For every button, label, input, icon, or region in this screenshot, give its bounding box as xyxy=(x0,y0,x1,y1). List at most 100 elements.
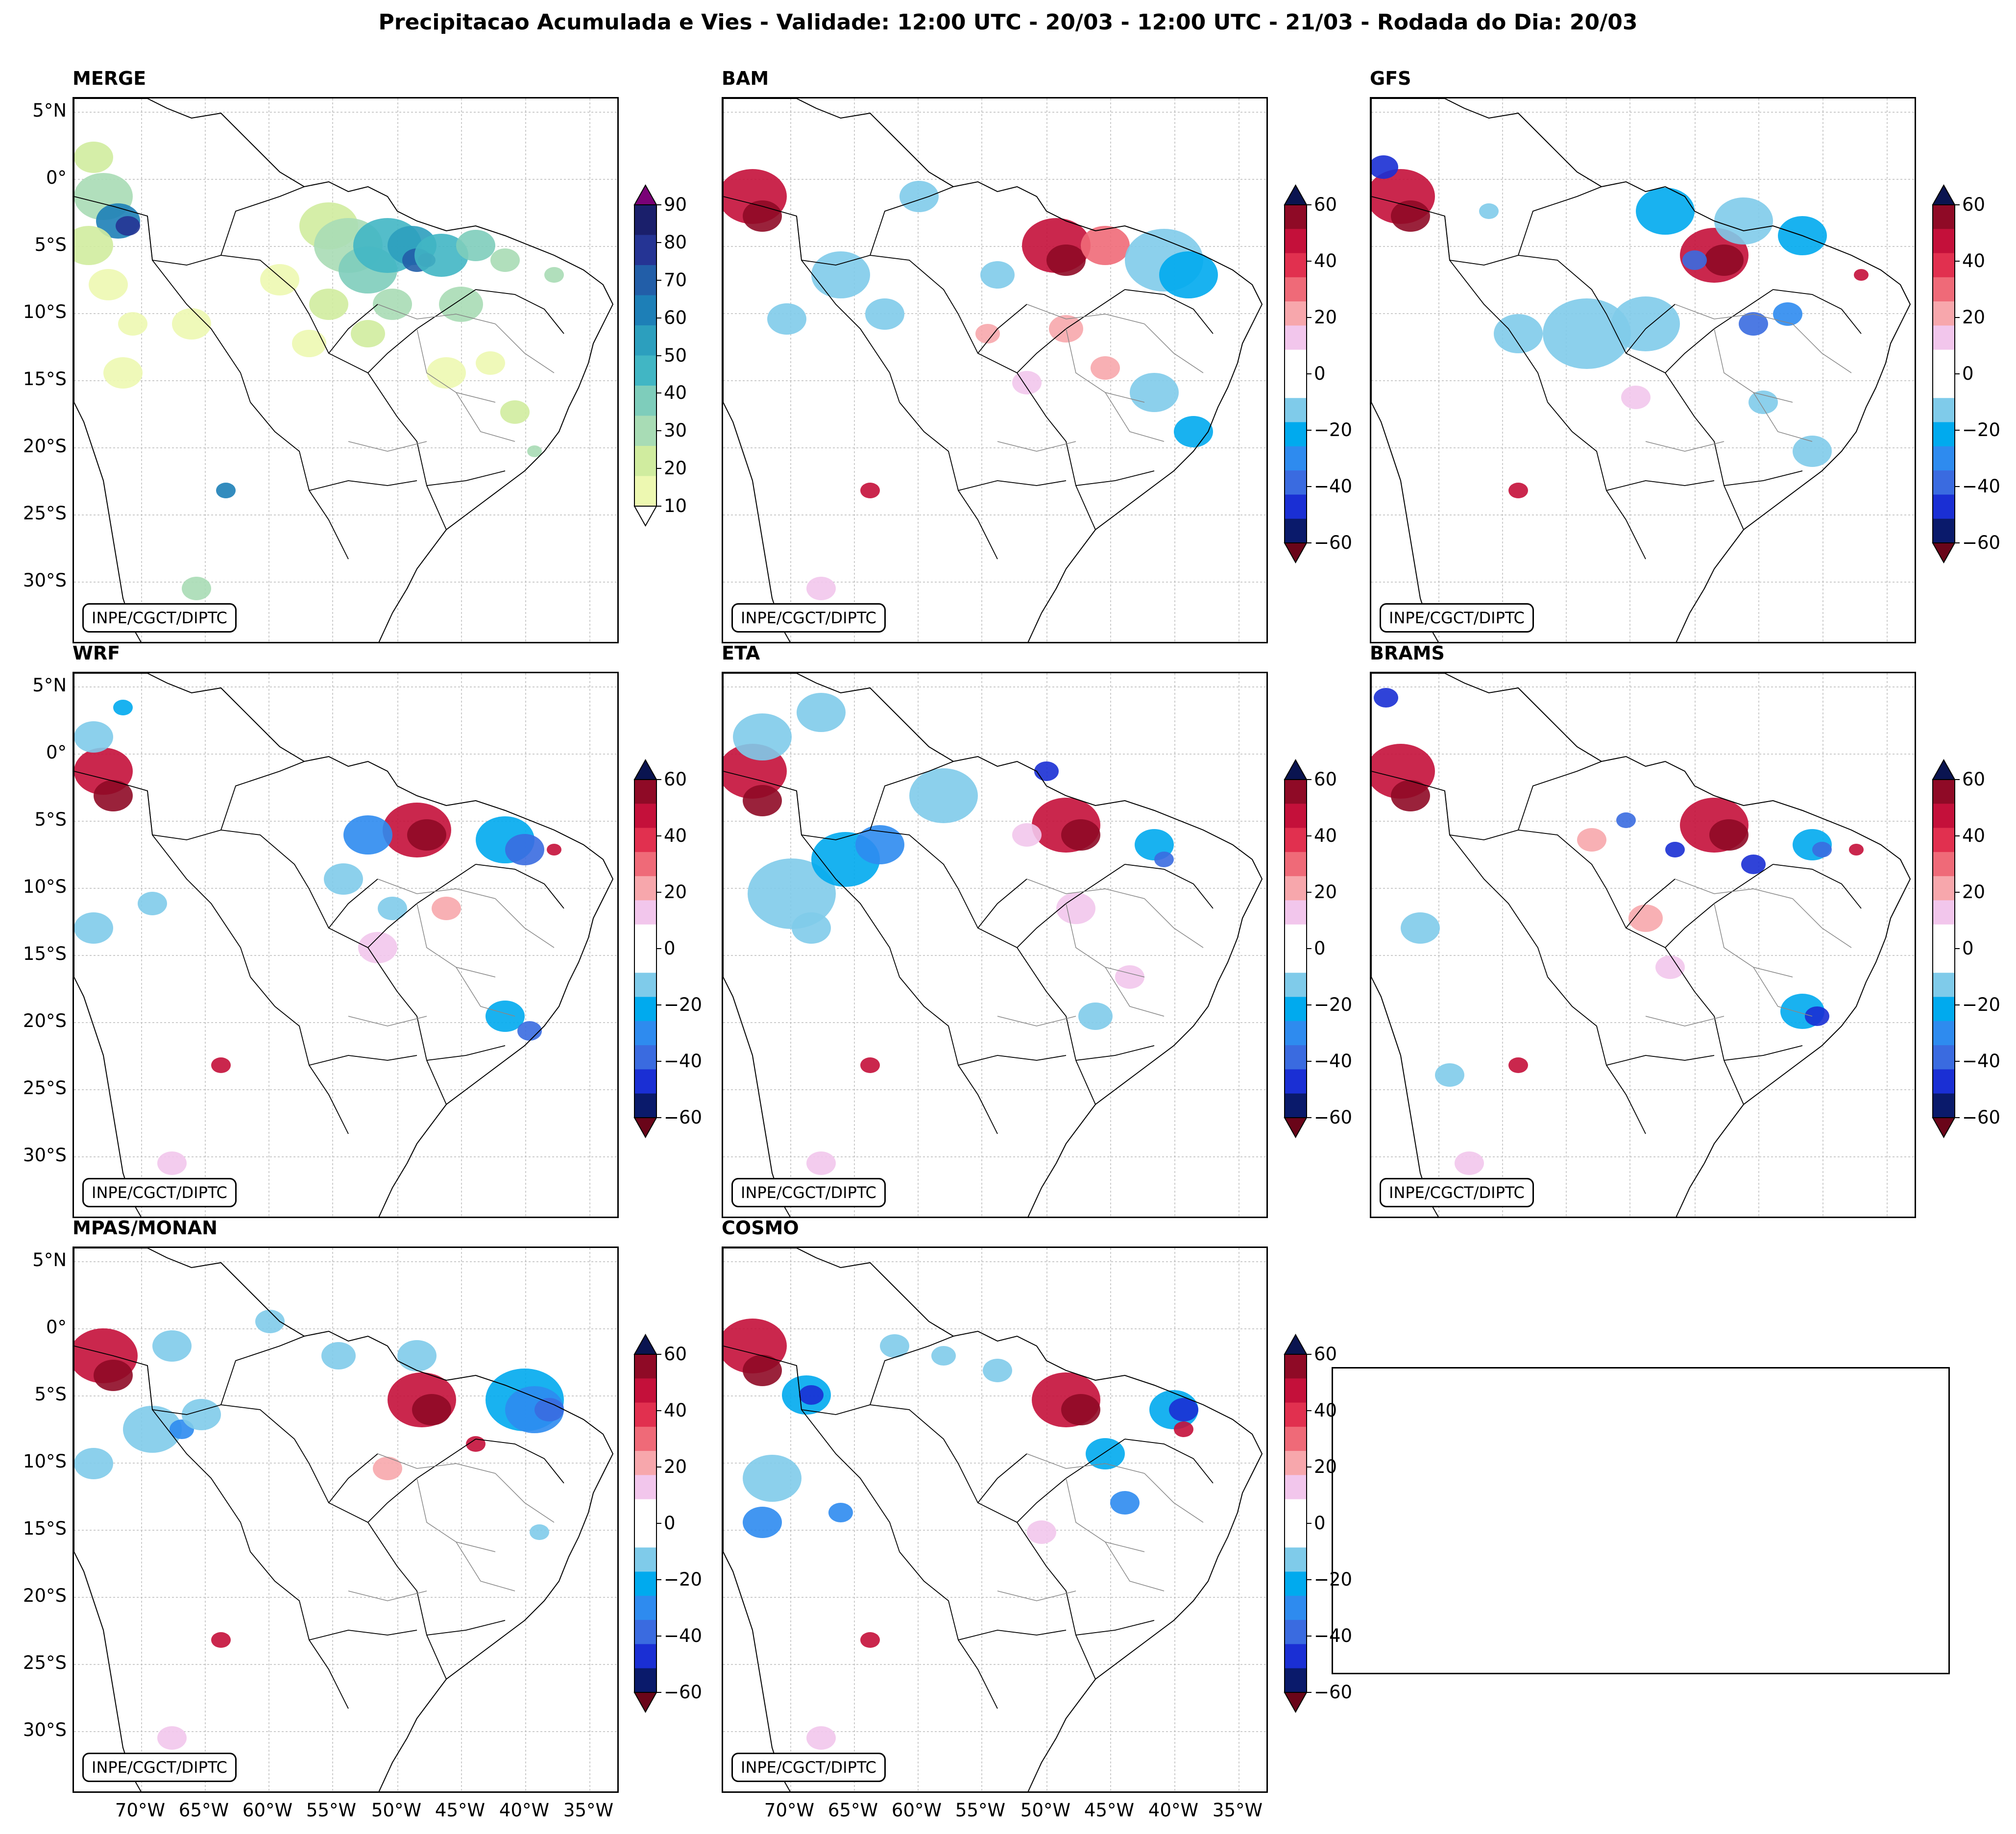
state-line xyxy=(1792,898,1852,948)
panel-brams: BRAMS INPE/CGCT/DIPTC xyxy=(1370,642,1916,1218)
border-line xyxy=(1518,186,1602,256)
state-line xyxy=(1675,879,1793,899)
field-cell xyxy=(1174,416,1213,447)
field-cell xyxy=(1027,1520,1056,1544)
field-cell xyxy=(1749,391,1778,414)
border-line xyxy=(899,977,998,1134)
map-area[interactable] xyxy=(73,97,619,643)
field-cell xyxy=(1110,1491,1140,1515)
state-line xyxy=(997,441,1076,452)
field-cell xyxy=(94,780,133,811)
panel-bam: BAM INPE/CGCT/DIPTC xyxy=(722,68,1268,643)
field-cell xyxy=(94,1360,133,1391)
field-cell xyxy=(1159,251,1218,298)
colorbar-tick-mark xyxy=(656,468,661,469)
colorbar-segment xyxy=(1933,973,1955,998)
colorbar-tick-label: 70 xyxy=(664,269,687,291)
field-cell xyxy=(1621,386,1651,409)
lon-tick-label: 45°W xyxy=(1084,1800,1135,1821)
panel-merge: MERGE INPE/CGCT/DIPTC xyxy=(73,68,619,643)
colorbar-tick-mark xyxy=(1307,1410,1312,1411)
colorbar-tick-label: −60 xyxy=(1314,532,1353,553)
field-cell xyxy=(255,1310,285,1333)
colorbar-segment xyxy=(1285,1045,1307,1070)
colorbar-tick-label: 40 xyxy=(664,1400,687,1421)
state-borders xyxy=(348,304,555,452)
map-area[interactable] xyxy=(722,1247,1268,1793)
colorbar-segment xyxy=(1285,518,1307,543)
field-cell xyxy=(1577,828,1606,852)
colorbar-tick-mark xyxy=(1955,779,1960,780)
state-line xyxy=(456,1541,515,1591)
colorbar-segment xyxy=(634,1069,656,1094)
field-layer xyxy=(1371,155,1869,498)
lat-tick-label: 20°S xyxy=(23,1585,67,1606)
colorbar-extend-top xyxy=(1284,184,1308,205)
border-line xyxy=(1124,289,1214,334)
colorbar-svg xyxy=(1932,758,1956,1139)
colorbar-tick-label: 50 xyxy=(664,344,687,366)
lon-tick-label: 60°W xyxy=(242,1800,293,1821)
field-cell xyxy=(1628,905,1663,932)
field-cell xyxy=(216,483,236,498)
colorbar-tick-label: 40 xyxy=(1962,825,1986,846)
colorbar-extend-bottom xyxy=(1932,1117,1956,1139)
colorbar-tick-label: −60 xyxy=(1314,1682,1353,1703)
colorbar-tick-mark xyxy=(1307,1117,1312,1118)
colorbar-tick-label: −20 xyxy=(1314,419,1353,440)
border-line xyxy=(870,761,954,831)
border-line xyxy=(1444,216,1548,403)
colorbar-tick-mark xyxy=(656,430,661,432)
map-area[interactable] xyxy=(722,97,1268,643)
colorbar-tick-label: 40 xyxy=(1962,250,1986,271)
lon-tick-label: 65°W xyxy=(827,1800,878,1821)
border-line xyxy=(397,416,447,530)
colorbar-segment xyxy=(1285,1069,1307,1094)
state-borders xyxy=(997,879,1204,1027)
colorbar-segment xyxy=(1933,876,1955,901)
country-borders xyxy=(1371,761,1862,1134)
colorbar-tick-label: 0 xyxy=(1314,363,1326,384)
panel-title: MPAS/MONAN xyxy=(73,1217,218,1239)
field-cell xyxy=(74,912,113,944)
colorbar-segment xyxy=(1933,325,1955,350)
colorbar-segment xyxy=(634,1354,656,1379)
border-line xyxy=(147,216,251,403)
colorbar-tick-label: −40 xyxy=(664,1625,703,1646)
colorbar-extend-top xyxy=(1932,184,1956,205)
border-line xyxy=(147,1365,251,1552)
colorbar-segment xyxy=(1285,1021,1307,1046)
colorbar-tick-label: 80 xyxy=(664,231,687,253)
colorbar-tick-label: 60 xyxy=(664,769,687,790)
colorbar-segment xyxy=(634,1402,656,1427)
field-cell xyxy=(373,289,412,320)
map-area[interactable] xyxy=(1370,97,1916,643)
colorbar-tick-label: −20 xyxy=(664,994,703,1015)
colorbar-extend-top xyxy=(633,184,657,205)
map-area[interactable] xyxy=(722,672,1268,1218)
lat-tick-label: 10°S xyxy=(23,876,67,897)
map-area[interactable] xyxy=(73,1247,619,1793)
field-layer xyxy=(74,1310,564,1750)
colorbar-segment xyxy=(1285,1378,1307,1403)
border-line xyxy=(1606,480,1715,491)
lon-tick-label: 40°W xyxy=(1148,1800,1199,1821)
colorbar-segment xyxy=(1285,852,1307,877)
field-cell xyxy=(1773,302,1802,326)
colorbar-svg xyxy=(1284,184,1308,564)
lat-tick-label: 5°N xyxy=(32,1249,67,1271)
colorbar-tick-label: 20 xyxy=(1314,881,1337,903)
colorbar-tick-label: 40 xyxy=(1314,825,1337,846)
map-area[interactable] xyxy=(1370,672,1916,1218)
field-cell xyxy=(1636,188,1695,235)
colorbar-tick-mark xyxy=(1955,892,1960,893)
field-cell xyxy=(743,1455,802,1502)
colorbar-tick-mark xyxy=(1307,779,1312,780)
colorbar-extend-bottom xyxy=(633,1117,657,1139)
map-area[interactable] xyxy=(73,672,619,1218)
border-line xyxy=(723,771,1047,992)
field-cell xyxy=(373,1457,402,1480)
gridlines xyxy=(1371,98,1915,642)
colorbar-segment xyxy=(634,446,656,476)
border-line xyxy=(1773,289,1862,334)
